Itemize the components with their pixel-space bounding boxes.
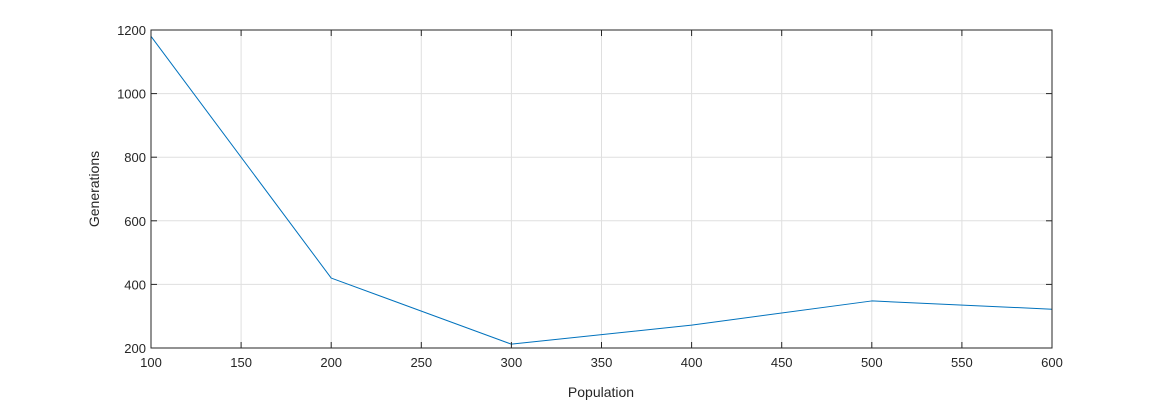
y-axis-label: Generations: [86, 151, 102, 227]
x-tick-label: 250: [410, 355, 432, 370]
x-tick-label: 450: [771, 355, 793, 370]
y-tick-label: 600: [124, 214, 146, 229]
y-tick-label: 800: [124, 150, 146, 165]
y-tick-label: 200: [124, 341, 146, 356]
series-group: [150, 36, 1053, 345]
series-line: [150, 36, 1053, 345]
x-tick-label: 600: [1041, 355, 1063, 370]
y-tick-label: 400: [124, 277, 146, 292]
grid-lines: [151, 30, 1052, 348]
x-tick-label: 400: [681, 355, 703, 370]
x-tick-label: 100: [140, 355, 162, 370]
y-tick-label: 1200: [117, 23, 146, 38]
x-tick-label: 150: [230, 355, 252, 370]
tick-labels: 100 150 200 250 300 350 400 450 500 550 600 200 400 6…: [117, 23, 1063, 370]
y-tick-label: 1000: [117, 87, 146, 102]
x-tick-label: 300: [501, 355, 523, 370]
tick-marks: [150, 29, 1053, 349]
x-axis-label: Population: [568, 384, 634, 400]
x-tick-label: 500: [861, 355, 883, 370]
x-tick-label: 550: [951, 355, 973, 370]
x-tick-label: 200: [320, 355, 342, 370]
x-tick-label: 350: [591, 355, 613, 370]
